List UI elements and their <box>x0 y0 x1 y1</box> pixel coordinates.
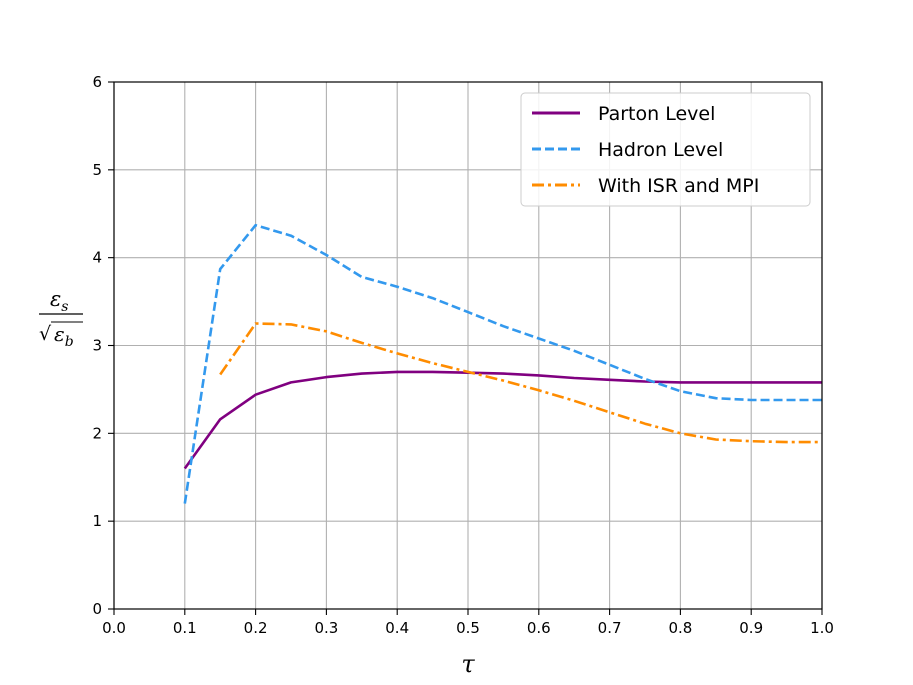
plot-series <box>183 223 822 504</box>
y-label-denominator: εb <box>54 322 74 350</box>
legend-label-parton: Parton Level <box>598 103 715 125</box>
legend: Parton Level Hadron Level With ISR and M… <box>520 92 811 207</box>
y-tick-label: 2 <box>92 424 102 442</box>
x-tick-label: 0.5 <box>456 619 480 637</box>
y-tick-label: 0 <box>92 600 102 618</box>
legend-label-hadron: Hadron Level <box>598 139 723 161</box>
x-tick-label: 0.3 <box>314 619 338 637</box>
legend-box <box>520 92 811 207</box>
x-tick-label: 0.9 <box>739 619 763 637</box>
x-axis-label: τ <box>461 650 475 678</box>
y-tick-label: 5 <box>92 161 102 179</box>
y-label-radical: √ <box>39 323 52 345</box>
x-tick-label: 0.6 <box>527 619 551 637</box>
x-tick-label: 0.1 <box>173 619 197 637</box>
axis-ticks: 0.0 0.1 0.2 0.3 0.4 0.5 0.6 0.7 0.8 0.9 1.0 0 1 2 3 4 5 6 <box>92 73 833 637</box>
y-tick-label: 3 <box>92 337 102 355</box>
x-tick-label: 0.0 <box>102 619 126 637</box>
x-tick-label: 0.7 <box>598 619 622 637</box>
x-tick-label: 0.4 <box>385 619 409 637</box>
series-line-hadron-level <box>183 223 822 504</box>
x-tick-label: 0.2 <box>244 619 268 637</box>
series-line-parton-level <box>183 370 822 470</box>
y-tick-label: 1 <box>92 512 102 530</box>
x-tick-label: 1.0 <box>810 619 834 637</box>
y-axis-label: εs √ εb <box>39 287 83 350</box>
x-tick-label: 0.8 <box>668 619 692 637</box>
y-tick-label: 4 <box>92 249 102 267</box>
legend-label-isr-mpi: With ISR and MPI <box>598 175 759 197</box>
y-tick-label: 6 <box>92 73 102 91</box>
y-label-numerator: εs <box>50 287 68 315</box>
